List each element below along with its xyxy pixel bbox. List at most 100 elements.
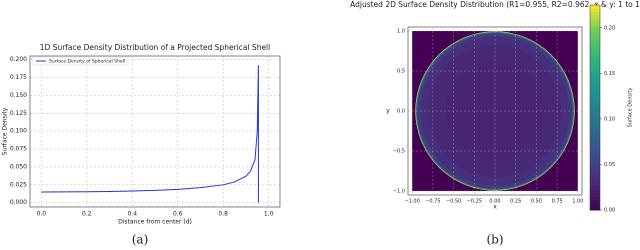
legend-label: Surface Density of Spherical Shell <box>49 59 125 65</box>
y-tick-label: 0.050 <box>10 163 27 170</box>
x-tick-label: 0.50 <box>531 199 542 205</box>
x-tick-label: 0.4 <box>127 211 137 218</box>
x-tick-label: −0.75 <box>425 199 440 205</box>
x-tick-label: −0.50 <box>446 199 461 205</box>
colorbar-segment <box>590 141 600 146</box>
x-tick-label: 0.25 <box>510 199 521 205</box>
colorbar-segment <box>590 110 600 115</box>
colorbar-segment <box>590 128 600 132</box>
y-tick-label: −1.0 <box>393 189 405 195</box>
colorbar-segment <box>590 179 600 184</box>
colorbar-frame <box>589 4 601 211</box>
chart-title: 1D Surface Density Distribution of a Pro… <box>40 43 270 52</box>
colorbar-segment <box>590 151 600 156</box>
y-tick-label: 0.200 <box>10 56 27 63</box>
colorbar-segment <box>590 56 600 61</box>
colorbar-segment <box>590 5 600 9</box>
colorbar-segment <box>590 104 600 108</box>
colorbar-segment <box>590 93 600 98</box>
colorbar-tick-label: 0.05 <box>604 162 615 168</box>
colorbar-segment <box>590 182 600 187</box>
colorbar-segment <box>590 49 600 54</box>
colorbar-segment <box>590 134 600 139</box>
colorbar-segment <box>590 76 600 81</box>
colorbar-segment <box>590 107 600 112</box>
x-tick-label: 0.6 <box>173 211 183 218</box>
colorbar-segment <box>590 121 600 126</box>
colorbar-segment <box>590 114 600 119</box>
x-axis-label: x <box>493 204 497 211</box>
colorbar-segment <box>590 206 600 211</box>
y-tick-label: 0.000 <box>10 199 27 206</box>
y-tick-label: 0.100 <box>10 128 27 135</box>
colorbar-segment <box>590 138 600 143</box>
caption: (a) <box>132 233 149 247</box>
chart-title: Adjusted 2D Surface Density Distribution… <box>350 0 640 9</box>
colorbar-segment <box>590 90 600 95</box>
colorbar-segment <box>590 66 600 71</box>
y-tick-label: 0.075 <box>10 146 27 153</box>
colorbar-tick-label: 0.15 <box>604 71 615 77</box>
colorbar-segment <box>590 131 600 136</box>
colorbar-segment <box>590 175 600 180</box>
caption: (b) <box>486 233 503 247</box>
colorbar-segment <box>590 97 600 102</box>
colorbar-segment <box>590 117 600 122</box>
x-tick-label: −1.00 <box>404 199 419 205</box>
plot-frame <box>29 55 281 208</box>
y-tick-label: 0.0 <box>397 109 405 115</box>
colorbar-segment <box>590 124 600 129</box>
y-tick-label: 0.025 <box>10 181 27 188</box>
legend-box <box>32 56 129 66</box>
y-tick-label: −0.5 <box>393 149 405 155</box>
x-tick-label: 0.0 <box>37 211 47 218</box>
colorbar-segment <box>590 46 600 50</box>
colorbar-segment <box>590 73 600 78</box>
colorbar-segment <box>590 28 600 33</box>
colorbar-segment <box>590 83 600 88</box>
colorbar-segment <box>590 18 600 23</box>
y-tick-label: 1.0 <box>397 29 405 35</box>
colorbar-segment <box>590 42 600 47</box>
colorbar-segment <box>590 59 600 64</box>
x-tick-label: 1.0 <box>264 211 274 218</box>
y-tick-label: 0.150 <box>10 92 27 99</box>
x-tick-label: −0.25 <box>467 199 482 205</box>
colorbar-segment <box>590 63 600 67</box>
colorbar-segment <box>590 199 600 204</box>
colorbar-segment <box>590 189 600 194</box>
colorbar-segment <box>590 100 600 105</box>
colorbar-segment <box>590 158 600 163</box>
colorbar-segment <box>590 80 600 85</box>
colorbar-tick-label: 0.20 <box>604 25 615 31</box>
colorbar-segment <box>590 32 600 37</box>
colorbar-segment <box>590 165 600 170</box>
colorbar-segment <box>590 35 600 40</box>
colorbar-segment <box>590 203 600 208</box>
colorbar-segment <box>590 162 600 167</box>
line <box>41 65 259 203</box>
colorbar-segment <box>590 169 600 173</box>
colorbar-segment <box>590 52 600 57</box>
x-tick-label: 0.00 <box>489 199 500 205</box>
colorbar-segment <box>590 87 600 91</box>
colorbar-segment <box>590 11 600 16</box>
colorbar-segment <box>590 192 600 197</box>
colorbar-tick-label: 0.10 <box>604 116 615 122</box>
colorbar-tick-label: 0.00 <box>604 208 615 214</box>
x-tick-label: 1.00 <box>572 199 583 205</box>
colorbar-segment <box>590 196 600 201</box>
y-axis-label: Surface Density <box>2 107 9 155</box>
x-tick-label: 0.75 <box>552 199 563 205</box>
y-tick-label: 0.5 <box>397 69 405 75</box>
colorbar-segment <box>590 172 600 177</box>
colorbar-segment <box>590 69 600 74</box>
x-axis-label: Distance from center (d) <box>118 219 192 226</box>
colorbar-segment <box>590 15 600 20</box>
colorbar-segment <box>590 39 600 44</box>
colorbar-segment <box>590 155 600 160</box>
colorbar-segment <box>590 8 600 13</box>
y-tick-label: 0.125 <box>10 110 27 117</box>
colorbar-segment <box>590 22 600 26</box>
